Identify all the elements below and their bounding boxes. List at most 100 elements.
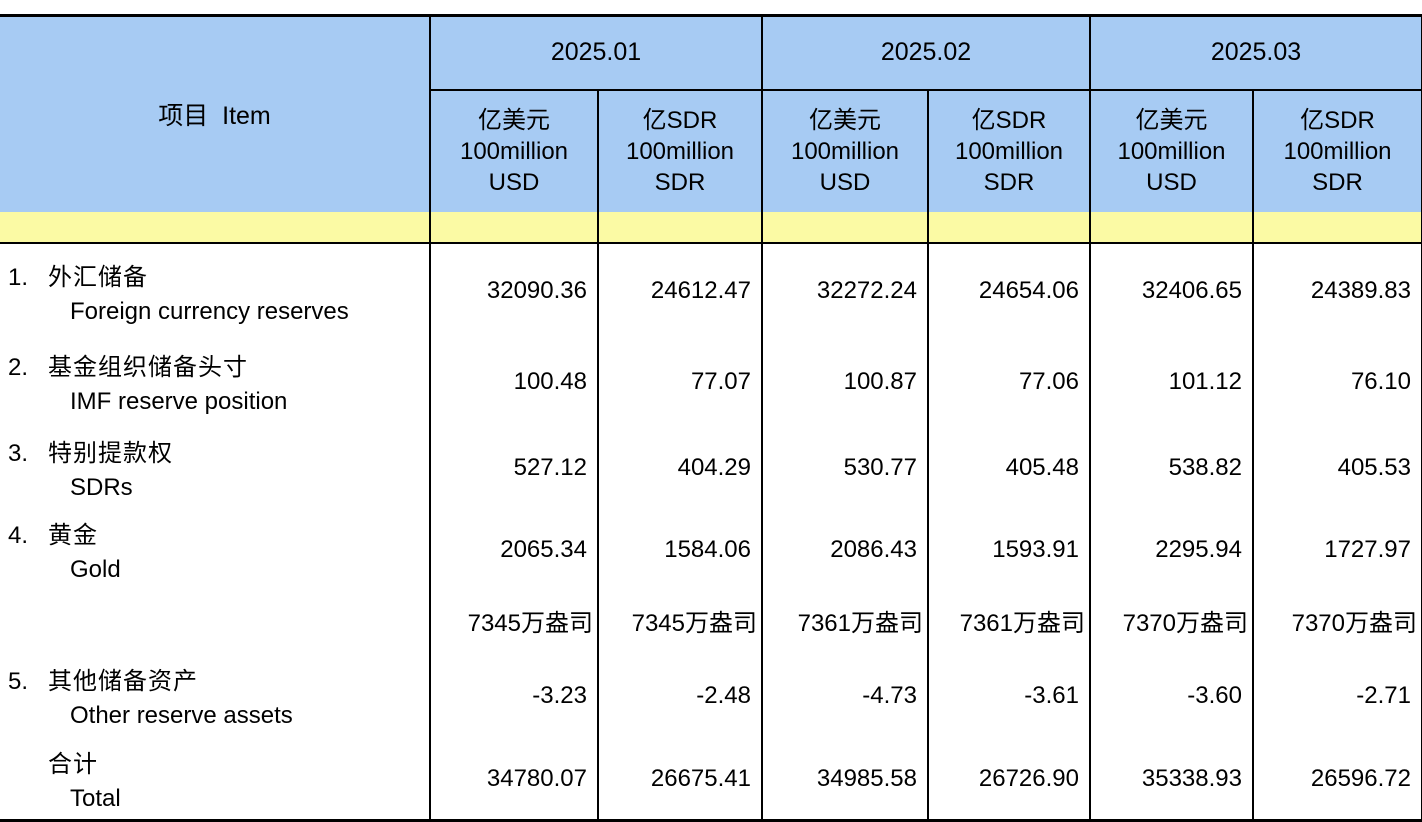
- item-label-cn: 特别提款权: [48, 441, 173, 467]
- item-label-cn: 合计: [48, 752, 98, 779]
- value-cell: 34985.58: [762, 738, 929, 821]
- month-header-2025-01: 2025.01: [430, 15, 763, 91]
- value-cell: 101.12: [1090, 338, 1254, 425]
- value-cell: 35338.93: [1090, 738, 1254, 821]
- unit-line3: USD: [488, 168, 540, 196]
- value-cell: -2.71: [1253, 652, 1422, 739]
- item-label-en: IMF reserve position: [70, 388, 288, 415]
- value-cell: -3.60: [1090, 652, 1254, 739]
- table-row-imf-reserve-position: 2. 基金组织储备头寸 IMF reserve position 100.48 …: [0, 338, 1422, 425]
- unit-header-sdr: 亿SDR 100million SDR: [1253, 89, 1422, 212]
- item-label-cn: 基金组织储备头寸: [48, 355, 248, 381]
- month-header-2025-02: 2025.02: [762, 15, 1091, 91]
- unit-header-usd: 亿美元 100million USD: [430, 89, 599, 212]
- official-reserve-assets-table: 项目 Item 2025.01 2025.02 2025.03 亿美元 100m…: [0, 14, 1422, 822]
- value-cell-ounces: 7345万盎司: [598, 588, 763, 653]
- value-cell-ounces: 7361万盎司: [762, 588, 929, 653]
- item-label-en: Other reserve assets: [70, 702, 293, 729]
- value-cell: 527.12: [430, 424, 599, 511]
- value-cell: 405.48: [928, 424, 1091, 511]
- item-column-header: 项目 Item: [0, 15, 431, 212]
- unit-line2: 100million: [625, 137, 735, 165]
- unit-header-sdr: 亿SDR 100million SDR: [598, 89, 763, 212]
- value-cell: 404.29: [598, 424, 763, 511]
- row-number: 4.: [8, 522, 29, 549]
- table-row-sdrs: 3. 特别提款权 SDRs 527.12 404.29 530.77 405.4…: [0, 424, 1422, 511]
- value-cell: 100.87: [762, 338, 929, 425]
- item-label-cell: 2. 基金组织储备头寸 IMF reserve position: [0, 338, 431, 425]
- item-label-en: Gold: [70, 556, 121, 583]
- item-label-en: Foreign currency reserves: [70, 297, 349, 325]
- unit-line3: USD: [819, 168, 871, 196]
- row-number: 3.: [8, 440, 29, 467]
- item-label-cn: 外汇储备: [48, 264, 148, 291]
- value-cell: 77.06: [928, 338, 1091, 425]
- item-label-en: Total: [70, 785, 121, 813]
- unit-cn: 亿SDR: [1300, 106, 1375, 134]
- value-cell: -2.48: [598, 652, 763, 739]
- month-header-row: 项目 Item 2025.01 2025.02 2025.03: [0, 15, 1422, 212]
- unit-line3: SDR: [1312, 168, 1363, 196]
- value-cell: 405.53: [1253, 424, 1422, 511]
- unit-header-row: 亿美元 100million USD 亿SDR 100million SDR 亿…: [0, 89, 1422, 212]
- value-cell: 1593.91: [928, 510, 1091, 589]
- item-label-cell: 3. 特别提款权 SDRs: [0, 424, 431, 511]
- table-row-other-reserve-assets: 5. 其他储备资产 Other reserve assets -3.23 -2.…: [0, 652, 1422, 739]
- value-cell: 76.10: [1253, 338, 1422, 425]
- value-cell: 100.48: [430, 338, 599, 425]
- row-number: 2.: [8, 354, 29, 381]
- value-cell: 538.82: [1090, 424, 1254, 511]
- unit-cn: 亿SDR: [971, 106, 1047, 134]
- value-cell: 1584.06: [598, 510, 763, 589]
- unit-cn: 亿美元: [809, 106, 881, 134]
- unit-cn: 亿SDR: [642, 106, 718, 134]
- row-number: 1.: [8, 263, 29, 291]
- value-cell: 24612.47: [598, 242, 763, 339]
- value-cell: 26675.41: [598, 738, 763, 821]
- unit-header-sdr: 亿SDR 100million SDR: [928, 89, 1091, 212]
- yellow-band-cell: [928, 211, 1091, 244]
- item-label-cn: 其他储备资产: [48, 669, 198, 695]
- value-cell-ounces: 7361万盎司: [928, 588, 1091, 653]
- value-cell-ounces: 7370万盎司: [1090, 588, 1254, 653]
- unit-cn: 亿美元: [1135, 106, 1208, 134]
- unit-line2: 100million: [790, 137, 900, 165]
- item-label-en: SDRs: [70, 474, 133, 501]
- item-label-cell: 1. 外汇储备 Foreign currency reserves: [0, 242, 431, 339]
- unit-line2: 100million: [459, 137, 569, 165]
- yellow-band-cell: [1253, 211, 1422, 244]
- table-row-gold-ounces: 7345万盎司 7345万盎司 7361万盎司 7361万盎司 7370万盎司 …: [0, 588, 1422, 653]
- value-cell: 32090.36: [430, 242, 599, 339]
- item-label-cell: 合计 Total: [0, 738, 431, 821]
- yellow-band-cell: [598, 211, 763, 244]
- unit-line3: USD: [1146, 168, 1197, 196]
- value-cell-ounces: 7370万盎司: [1253, 588, 1422, 653]
- value-cell: -3.61: [928, 652, 1091, 739]
- value-cell: 77.07: [598, 338, 763, 425]
- value-cell: 530.77: [762, 424, 929, 511]
- value-cell: 2295.94: [1090, 510, 1254, 589]
- value-cell: 2065.34: [430, 510, 599, 589]
- value-cell: 26596.72: [1253, 738, 1422, 821]
- unit-header-usd: 亿美元 100million USD: [762, 89, 929, 212]
- unit-line2: 100million: [1117, 137, 1226, 165]
- unit-line2: 100million: [954, 137, 1064, 165]
- value-cell: -4.73: [762, 652, 929, 739]
- value-cell: 32406.65: [1090, 242, 1254, 339]
- value-cell: 1727.97: [1253, 510, 1422, 589]
- value-cell: 32272.24: [762, 242, 929, 339]
- unit-line3: SDR: [983, 168, 1035, 196]
- table-row-total: 合计 Total 34780.07 26675.41 34985.58 2672…: [0, 738, 1422, 821]
- unit-line2: 100million: [1283, 137, 1392, 165]
- yellow-band-cell: [0, 211, 431, 244]
- table-row-foreign-currency-reserves: 1. 外汇储备 Foreign currency reserves 32090.…: [0, 242, 1422, 339]
- yellow-band-cell: [1090, 211, 1254, 244]
- yellow-band-cell: [762, 211, 929, 244]
- item-label-cell: [0, 588, 431, 653]
- unit-line3: SDR: [654, 168, 706, 196]
- value-cell: 24654.06: [928, 242, 1091, 339]
- value-cell: 2086.43: [762, 510, 929, 589]
- item-label-cell: 4. 黄金 Gold: [0, 510, 431, 589]
- value-cell: 24389.83: [1253, 242, 1422, 339]
- table-row-gold: 4. 黄金 Gold 2065.34 1584.06 2086.43 1593.…: [0, 510, 1422, 589]
